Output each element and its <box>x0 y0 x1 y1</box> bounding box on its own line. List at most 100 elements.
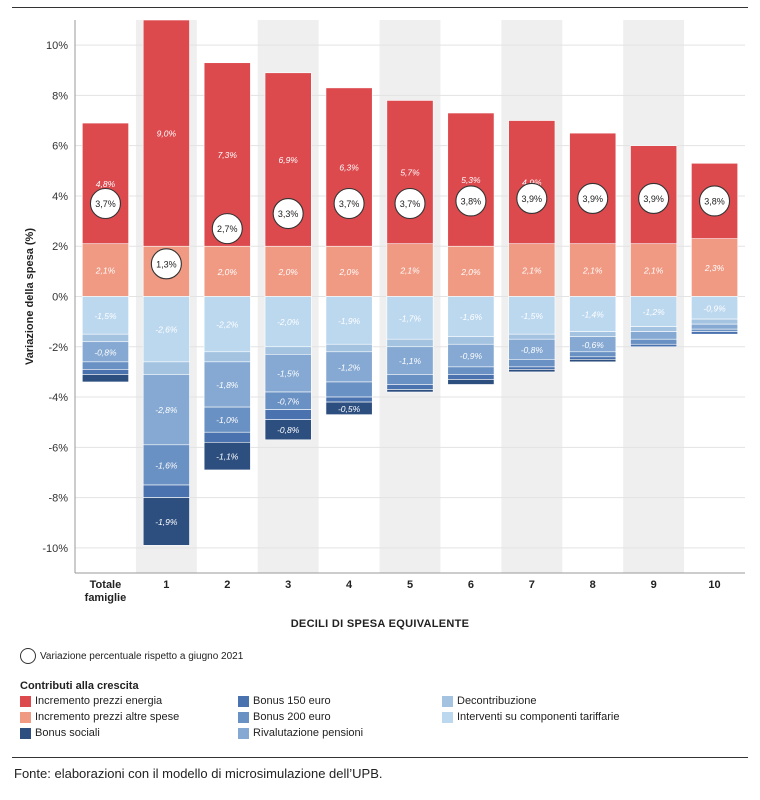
bar-segment <box>325 396 373 403</box>
bar-segment <box>386 374 434 385</box>
x-tick-label: 3 <box>285 579 291 591</box>
footer-rule <box>12 757 748 758</box>
bar-data-label: 5,7% <box>400 168 420 178</box>
bar-segment <box>569 243 617 297</box>
bar-segment <box>508 243 556 297</box>
bar-data-label: 9,0% <box>157 129 177 139</box>
y-tick-label: 10% <box>46 40 68 52</box>
bar-segment <box>264 419 312 441</box>
legend-label: Incremento prezzi altre spese <box>35 711 180 723</box>
x-tick-label: 10 <box>708 579 720 591</box>
bar-segment <box>142 497 190 546</box>
bar-segment <box>203 406 251 433</box>
bar-data-label: -1,1% <box>399 356 422 366</box>
bar-data-label: -1,2% <box>643 307 666 317</box>
bar-data-label: -2,2% <box>216 320 239 330</box>
bar-segment <box>386 346 434 375</box>
bar-data-label: -0,9% <box>460 351 483 361</box>
bar-data-label: -0,9% <box>703 303 726 313</box>
bar-segment <box>630 343 678 348</box>
bar-segment <box>447 379 495 385</box>
x-tick-label: 9 <box>651 579 657 591</box>
total-marker <box>394 187 426 220</box>
total-label: 2,7% <box>217 224 238 234</box>
bar-segment <box>691 328 738 332</box>
total-marker <box>638 182 670 215</box>
legend-label: Decontribuzione <box>457 695 537 707</box>
y-tick-label: 0% <box>52 292 68 304</box>
legend-item: Incremento prezzi altre spese <box>20 711 179 723</box>
bar-segment <box>325 87 373 247</box>
bar-data-label: -2,0% <box>277 317 300 327</box>
bar-data-label: -1,5% <box>277 369 300 379</box>
legend-label: Interventi su componenti tariffarie <box>457 711 620 723</box>
bar-segment <box>386 389 434 393</box>
legend-label: Bonus sociali <box>35 727 100 739</box>
bar-segment <box>447 296 495 338</box>
legend-label: Rivalutazione pensioni <box>253 727 364 739</box>
bar-data-label: -1,5% <box>94 311 117 321</box>
bar-data-label: -1,6% <box>460 312 483 322</box>
bar-data-label: 2,3% <box>704 263 725 273</box>
circle-legend: Variazione percentuale rispetto a giugno… <box>20 648 243 664</box>
bar-segment <box>630 326 678 332</box>
legend-label: Bonus 200 euro <box>253 711 331 723</box>
bar-data-label: -1,7% <box>399 313 422 323</box>
total-marker <box>272 198 304 230</box>
legend-item: Rivalutazione pensioni <box>238 727 363 739</box>
bar-segment <box>264 409 312 420</box>
bar-segment <box>142 374 190 446</box>
legend-swatch <box>442 711 453 723</box>
bar-data-label: -1,6% <box>155 460 178 470</box>
x-tick-label: famiglie <box>85 592 127 604</box>
bar-data-label: 2,0% <box>460 267 481 277</box>
legend-swatch <box>238 727 249 739</box>
legend-swatch <box>20 711 31 723</box>
bar-segment <box>508 369 556 373</box>
y-tick-label: 4% <box>52 191 68 203</box>
y-tick-label: 6% <box>52 141 68 153</box>
bar-segment <box>508 359 556 368</box>
bar-segment <box>142 484 190 498</box>
legend-item: Bonus sociali <box>20 727 100 739</box>
legend-swatch <box>238 695 249 707</box>
circle-legend-label: Variazione percentuale rispetto a giugno… <box>40 650 244 662</box>
bar-data-label: -1,5% <box>521 311 544 321</box>
x-tick-label: 7 <box>529 579 535 591</box>
bar-segment <box>447 245 495 297</box>
bar-segment <box>203 361 251 408</box>
bar-segment <box>508 366 556 370</box>
total-label: 3,3% <box>278 209 299 219</box>
bar-segment <box>447 374 495 380</box>
bar-data-label: -1,8% <box>216 380 239 390</box>
y-tick-label: -10% <box>42 543 68 555</box>
legend-swatch <box>20 695 31 707</box>
bar-segment <box>569 356 617 360</box>
bar-segment <box>142 296 190 363</box>
bar-data-label: 2,1% <box>643 266 664 276</box>
bar-segment <box>82 333 129 343</box>
bar-data-label: 2,0% <box>338 267 359 277</box>
bar-data-label: -0,8% <box>277 425 300 435</box>
y-tick-label: -8% <box>48 493 68 505</box>
legend-label: Incremento prezzi energia <box>35 695 163 707</box>
legend-title: Contributi alla crescita <box>20 680 139 692</box>
bar-segment <box>142 19 190 247</box>
y-tick-label: -4% <box>48 392 68 404</box>
bar-data-label: 7,3% <box>218 150 238 160</box>
bar-data-label: 2,1% <box>582 266 603 276</box>
legend-swatch <box>238 711 249 723</box>
bar-data-label: 2,0% <box>217 267 238 277</box>
bar-segment <box>630 331 678 340</box>
bar-data-label: 2,1% <box>521 266 542 276</box>
bar-segment <box>386 338 434 348</box>
bar-segment <box>325 343 373 353</box>
bar-segment <box>325 401 373 415</box>
legend-label: Bonus 150 euro <box>253 695 331 707</box>
total-label: 3,9% <box>522 194 543 204</box>
y-tick-label: 2% <box>52 241 68 253</box>
bar-segment <box>630 338 678 345</box>
bar-segment <box>82 243 129 297</box>
circle-marker-icon <box>20 648 36 664</box>
bar-segment <box>325 381 373 398</box>
